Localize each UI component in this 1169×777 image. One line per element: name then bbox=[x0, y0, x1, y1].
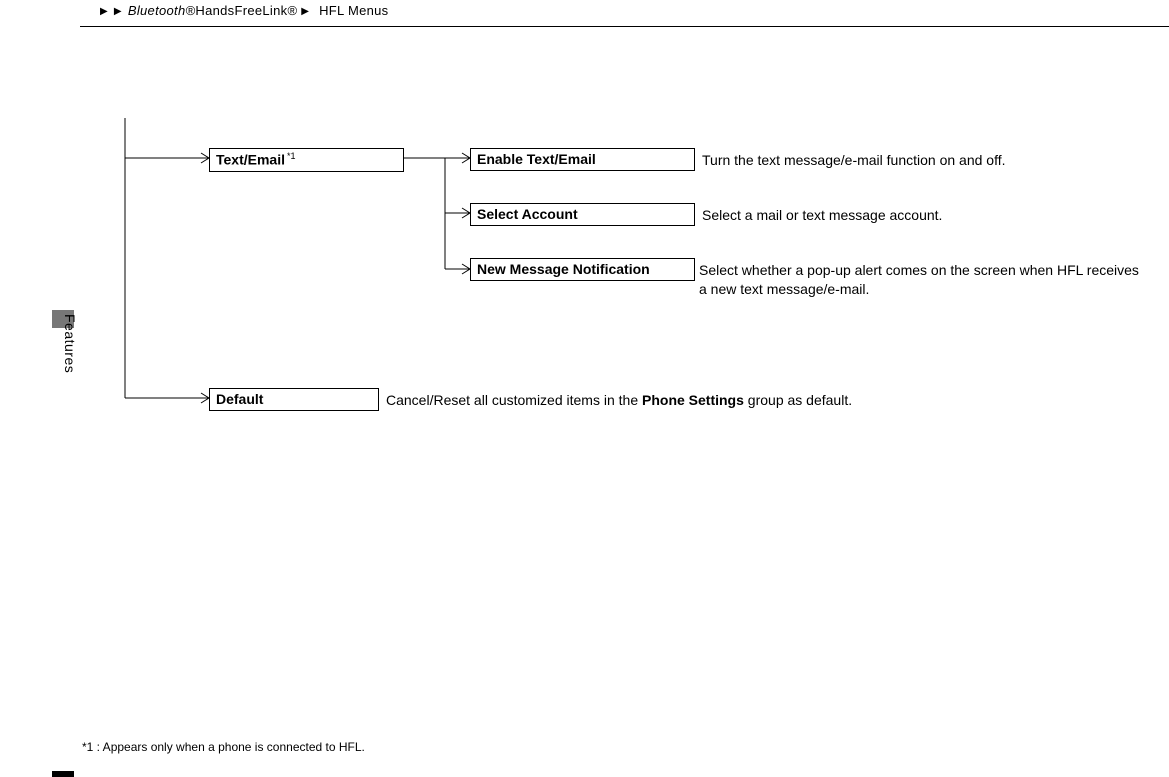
node-text-email-label: Text/Email bbox=[216, 152, 285, 168]
desc-select-account: Select a mail or text message account. bbox=[702, 206, 1152, 225]
desc-default-pre: Cancel/Reset all customized items in the bbox=[386, 392, 642, 408]
desc-enable-text-email: Turn the text message/e-mail function on… bbox=[702, 151, 1152, 170]
breadcrumb-reg1: ® bbox=[185, 3, 195, 18]
breadcrumb-hfl: HandsFreeLink bbox=[195, 3, 287, 18]
breadcrumb-arrow-icon: ▶ bbox=[114, 6, 122, 17]
desc-new-message-notification: Select whether a pop-up alert comes on t… bbox=[699, 261, 1149, 299]
breadcrumb-reg2: ® bbox=[287, 3, 297, 18]
node-default: Default bbox=[209, 388, 379, 411]
breadcrumb-bluetooth: Bluetooth bbox=[128, 3, 186, 18]
node-select-account: Select Account bbox=[470, 203, 695, 226]
breadcrumb-arrow-icon: ▶ bbox=[301, 6, 309, 17]
desc-default-bold: Phone Settings bbox=[642, 392, 744, 408]
header-divider bbox=[80, 26, 1169, 27]
desc-default: Cancel/Reset all customized items in the… bbox=[386, 391, 1086, 410]
diagram-lines bbox=[0, 0, 1169, 777]
node-text-email: Text/Email*1 bbox=[209, 148, 404, 172]
node-new-message-notification: New Message Notification bbox=[470, 258, 695, 281]
node-enable-text-email: Enable Text/Email bbox=[470, 148, 695, 171]
side-tab-label: Features bbox=[62, 314, 78, 373]
desc-default-post: group as default. bbox=[744, 392, 852, 408]
breadcrumb-section: HFL Menus bbox=[319, 3, 388, 18]
node-text-email-sup: *1 bbox=[287, 151, 296, 161]
breadcrumb-arrow-icon: ▶ bbox=[100, 6, 108, 17]
footnote: *1 : Appears only when a phone is connec… bbox=[82, 740, 365, 754]
page-edge-marker bbox=[52, 771, 74, 777]
breadcrumb: ▶ ▶ Bluetooth®HandsFreeLink® ▶ HFL Menus bbox=[100, 3, 389, 18]
